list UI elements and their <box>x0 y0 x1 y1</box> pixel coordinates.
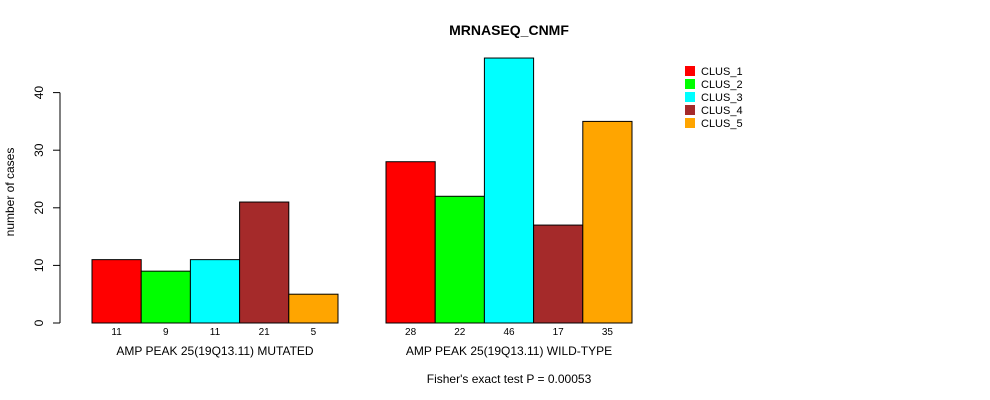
bar-clus-1-group-2 <box>385 161 436 324</box>
legend-swatch-clus-5 <box>685 118 695 128</box>
bar-labels: 11 9 11 21 5 28 22 46 17 35 <box>111 327 613 338</box>
bars <box>91 57 633 324</box>
bar-clus-5-group-1 <box>288 293 339 324</box>
chart-title: MRNASEQ_CNMF <box>449 22 569 38</box>
legend-label-clus-2: CLUS_2 <box>701 79 743 91</box>
footnote: Fisher's exact test P = 0.00053 <box>427 372 592 386</box>
legend-label-clus-4: CLUS_4 <box>701 105 743 117</box>
bar-count-label: 11 <box>111 327 122 338</box>
y-axis: 0 10 20 30 40 <box>32 86 61 326</box>
bar-clus-2-group-1 <box>140 270 191 324</box>
y-tick-label: 40 <box>32 86 46 100</box>
bar-count-label: 9 <box>163 327 169 338</box>
legend-swatch-clus-2 <box>685 79 695 89</box>
bar-count-label: 28 <box>405 327 417 338</box>
group-label-1: AMP PEAK 25(19Q13.11) MUTATED <box>116 344 314 358</box>
legend-label-clus-3: CLUS_3 <box>701 92 743 104</box>
legend-swatch-clus-4 <box>685 105 695 115</box>
y-tick-label: 30 <box>32 143 46 157</box>
legend-swatch-clus-1 <box>685 66 695 76</box>
bar-count-label: 5 <box>311 327 317 338</box>
bar-clus-5-group-2 <box>582 120 633 324</box>
bar-count-label: 22 <box>454 327 466 338</box>
group-labels: AMP PEAK 25(19Q13.11) MUTATED AMP PEAK 25… <box>116 344 612 358</box>
y-tick-label: 0 <box>32 319 46 326</box>
legend-swatch-clus-3 <box>685 92 695 102</box>
bar-count-label: 17 <box>553 327 565 338</box>
legend-label-clus-1: CLUS_1 <box>701 66 743 78</box>
group-label-2: AMP PEAK 25(19Q13.11) WILD-TYPE <box>406 344 612 358</box>
y-tick-label: 10 <box>32 258 46 272</box>
bar-count-label: 46 <box>503 327 515 338</box>
legend-label-clus-5: CLUS_5 <box>701 118 743 130</box>
y-tick-label: 20 <box>32 201 46 215</box>
bar-count-label: 11 <box>210 327 221 338</box>
bar-clus-4-group-1 <box>239 201 290 324</box>
bar-clus-2-group-2 <box>434 195 485 324</box>
bar-count-label: 21 <box>259 327 271 338</box>
bar-clus-3-group-1 <box>189 259 241 324</box>
bar-count-label: 35 <box>602 327 614 338</box>
y-axis-label: number of cases <box>3 148 17 237</box>
bar-clus-1-group-1 <box>91 259 142 324</box>
bar-clus-4-group-2 <box>533 224 584 324</box>
bar-clus-3-group-2 <box>483 57 535 324</box>
